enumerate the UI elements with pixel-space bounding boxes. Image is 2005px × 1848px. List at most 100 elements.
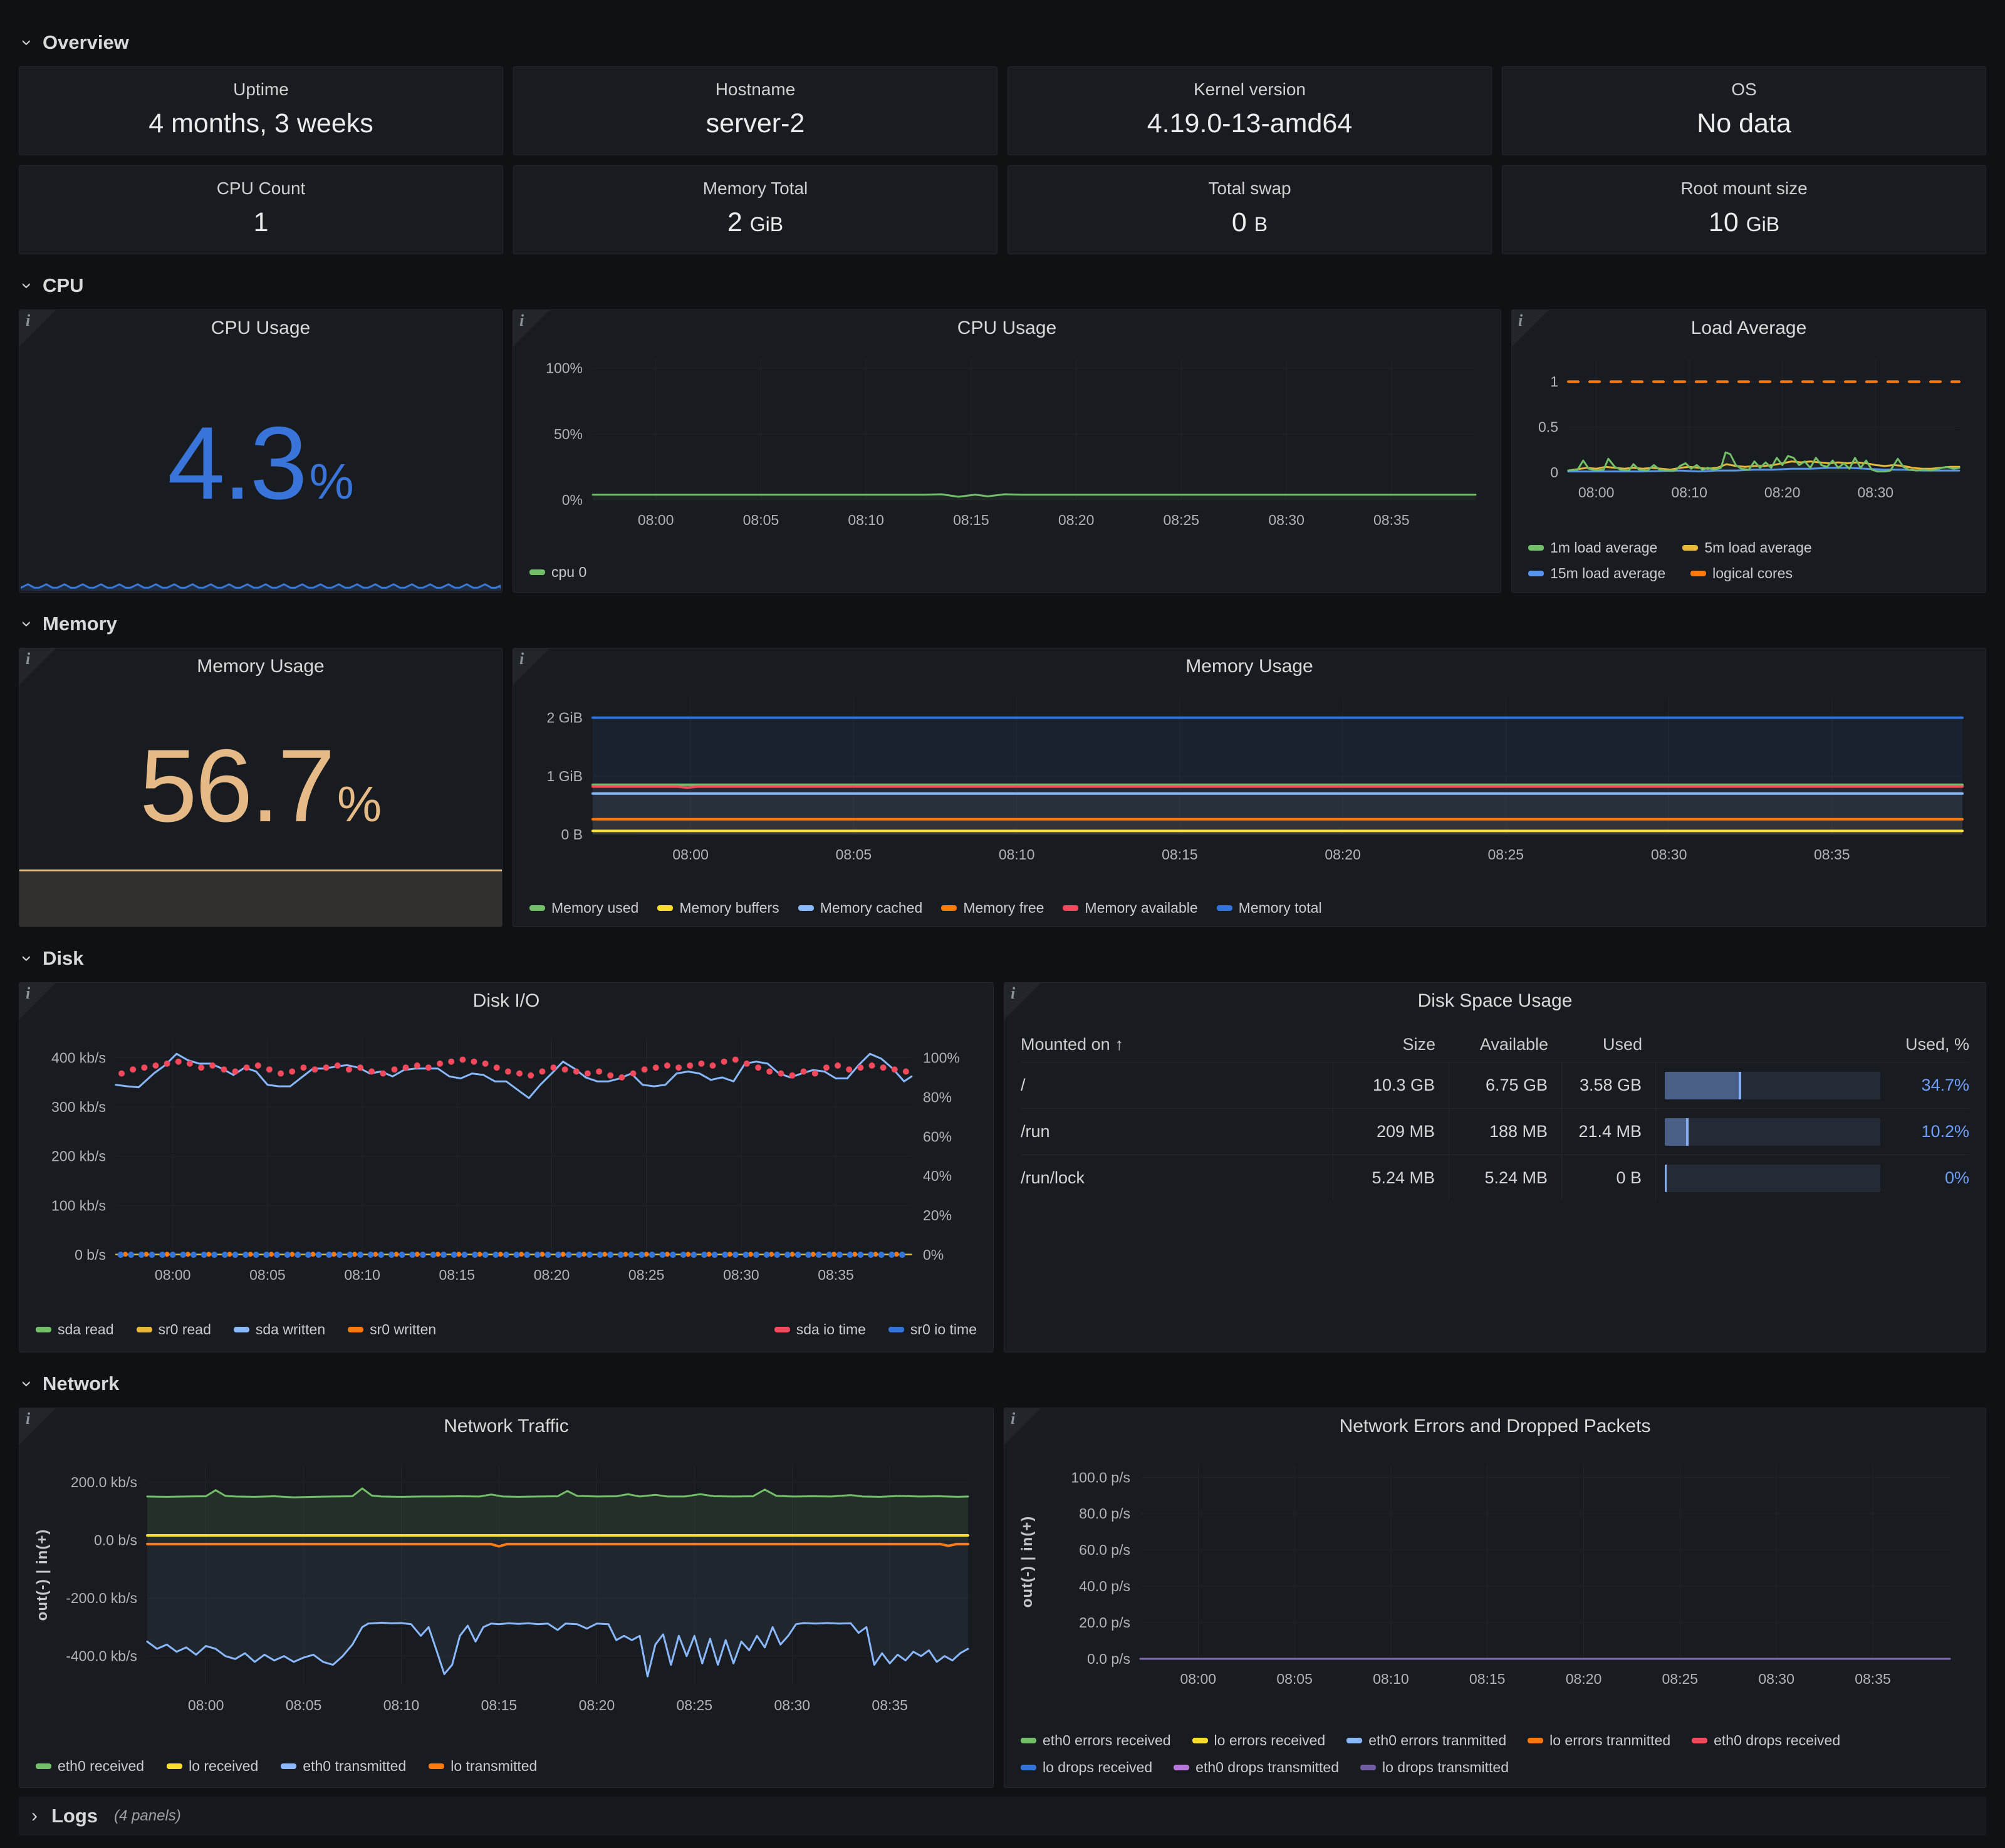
svg-text:08:15: 08:15 [1469,1671,1506,1687]
cell-mount: /run/lock [1021,1155,1333,1201]
legend-label: eth0 drops transmitted [1195,1759,1339,1775]
svg-text:08:15: 08:15 [1162,846,1198,863]
network-traffic-chart: 08:00 08:05 08:10 08:15 08:20 08:25 08:30 08:35… [27,1446,986,1720]
legend-item[interactable]: 5m load average [1682,539,1812,556]
panel-title: Network Errors and Dropped Packets [1339,1416,1651,1436]
legend-label: Memory buffers [679,900,779,916]
svg-text:out(-) | in(+): out(-) | in(+) [34,1529,51,1621]
legend-item[interactable]: logical cores [1690,565,1793,582]
legend-item[interactable]: Memory used [529,900,638,916]
panel-info-icon[interactable]: i [513,648,549,685]
legend-item[interactable]: eth0 drops received [1692,1732,1840,1749]
legend-label: Memory used [551,900,639,916]
legend-item[interactable]: Memory total [1216,900,1322,916]
legend-item[interactable]: Memory available [1063,900,1198,916]
legend-item[interactable]: lo errors received [1192,1732,1326,1749]
panel-info-icon[interactable]: i [19,1408,56,1445]
panel-info-icon[interactable]: i [19,648,56,685]
chevron-down-icon: › [17,1381,38,1387]
legend-item[interactable]: lo drops received [1021,1759,1152,1776]
section-header-cpu[interactable]: › CPU [17,272,1986,299]
legend-item[interactable]: sda written [233,1321,325,1338]
col-header-available[interactable]: Available [1479,1034,1548,1054]
legend-swatch-icon [774,1327,790,1332]
svg-text:08:30: 08:30 [1268,512,1305,528]
panel-title: Memory Usage [1185,656,1313,677]
svg-text:out(-) | in(+): out(-) | in(+) [1019,1516,1036,1608]
legend-item[interactable]: Memory buffers [657,900,779,916]
col-header-size[interactable]: Size [1402,1034,1435,1054]
legend-label: lo errors received [1214,1732,1326,1748]
legend-item[interactable]: sda read [36,1321,114,1338]
section-header-disk[interactable]: › Disk [17,945,1986,972]
panel-info-icon[interactable]: i [1512,310,1548,346]
svg-text:100%: 100% [546,360,583,376]
svg-text:08:10: 08:10 [999,846,1035,863]
legend-swatch-icon [1692,1738,1708,1743]
panel-title: Network Traffic [444,1416,569,1436]
legend-label: 15m load average [1550,565,1666,581]
svg-text:08:05: 08:05 [836,846,872,863]
panel-info-icon[interactable]: i [19,983,56,1019]
legend-item[interactable]: sr0 read [136,1321,211,1338]
legend-label: Memory cached [820,900,923,916]
col-header-mounted-on[interactable]: Mounted on ↑ [1021,1034,1124,1054]
network-errors-legend: eth0 errors received lo errors received et… [1021,1732,1969,1776]
svg-text:08:30: 08:30 [1758,1671,1794,1687]
svg-text:08:15: 08:15 [439,1267,476,1283]
stat-panel-kernel-version: Kernel version 4.19.0-13-amd64 [1008,66,1492,155]
legend-swatch-icon [888,1327,904,1332]
legend-item[interactable]: eth0 transmitted [281,1758,406,1775]
section-header-network[interactable]: › Network [17,1370,1986,1398]
stat-panel-cpu-count: CPU Count 1 [19,165,503,254]
panel-info-icon[interactable]: i [513,310,549,346]
legend-item[interactable]: sr0 io time [888,1321,977,1338]
legend-swatch-icon [1528,571,1544,576]
svg-text:0.0 b/s: 0.0 b/s [94,1532,137,1548]
section-header-memory[interactable]: › Memory [17,610,1986,638]
legend-item[interactable]: lo drops transmitted [1360,1759,1509,1776]
panel-title: CPU Usage [957,318,1057,338]
section-header-overview[interactable]: › Overview [17,29,1986,56]
legend-item[interactable]: cpu 0 [529,564,586,581]
stat-panel-memory-total: Memory Total 2 GiB [513,165,997,254]
legend-item[interactable]: 15m load average [1528,565,1665,582]
cpu-usage-value: 4.3% [167,405,354,521]
legend-item[interactable]: 1m load average [1528,539,1657,556]
legend-item[interactable]: eth0 errors tranmitted [1346,1732,1506,1749]
legend-item[interactable]: sr0 written [348,1321,436,1338]
panel-info-icon[interactable]: i [19,310,56,346]
legend-item[interactable]: lo received [167,1758,258,1775]
svg-text:08:20: 08:20 [1566,1671,1602,1687]
svg-text:0 b/s: 0 b/s [75,1247,106,1263]
panel-info-icon[interactable]: i [1004,1408,1041,1445]
legend-item[interactable]: eth0 drops transmitted [1174,1759,1339,1776]
legend-item[interactable]: lo errors tranmitted [1528,1732,1670,1749]
legend-swatch-icon [529,569,545,575]
legend-item[interactable]: eth0 errors received [1021,1732,1171,1749]
stat-value: 10 GiB [1708,207,1780,237]
legend-item[interactable]: Memory free [941,900,1044,916]
legend-swatch-icon [798,905,814,911]
col-header-used[interactable]: Used [1602,1034,1642,1054]
legend-label: logical cores [1712,565,1793,581]
legend-item[interactable]: lo transmitted [429,1758,537,1775]
legend-item[interactable]: Memory cached [798,900,923,916]
cell-available: 6.75 GB [1449,1062,1562,1108]
panel-info-icon[interactable]: i [1004,983,1041,1019]
section-header-logs[interactable]: › Logs (4 panels) [19,1797,1986,1835]
legend-swatch-icon [1528,1738,1544,1743]
legend-label: sr0 io time [910,1321,977,1337]
chevron-down-icon: › [17,39,38,46]
section-title: CPU [43,274,84,296]
col-header-used-pct[interactable]: Used, % [1905,1034,1969,1054]
legend-label: sda io time [796,1321,866,1337]
cpu-usage-sparkline [19,572,502,592]
cell-available: 188 MB [1449,1109,1562,1155]
svg-text:80.0 p/s: 80.0 p/s [1079,1505,1130,1522]
svg-text:08:10: 08:10 [848,512,884,528]
legend-item[interactable]: sda io time [774,1321,866,1338]
legend-swatch-icon [429,1763,445,1769]
legend-label: sda read [58,1321,114,1337]
legend-item[interactable]: eth0 received [36,1758,144,1775]
